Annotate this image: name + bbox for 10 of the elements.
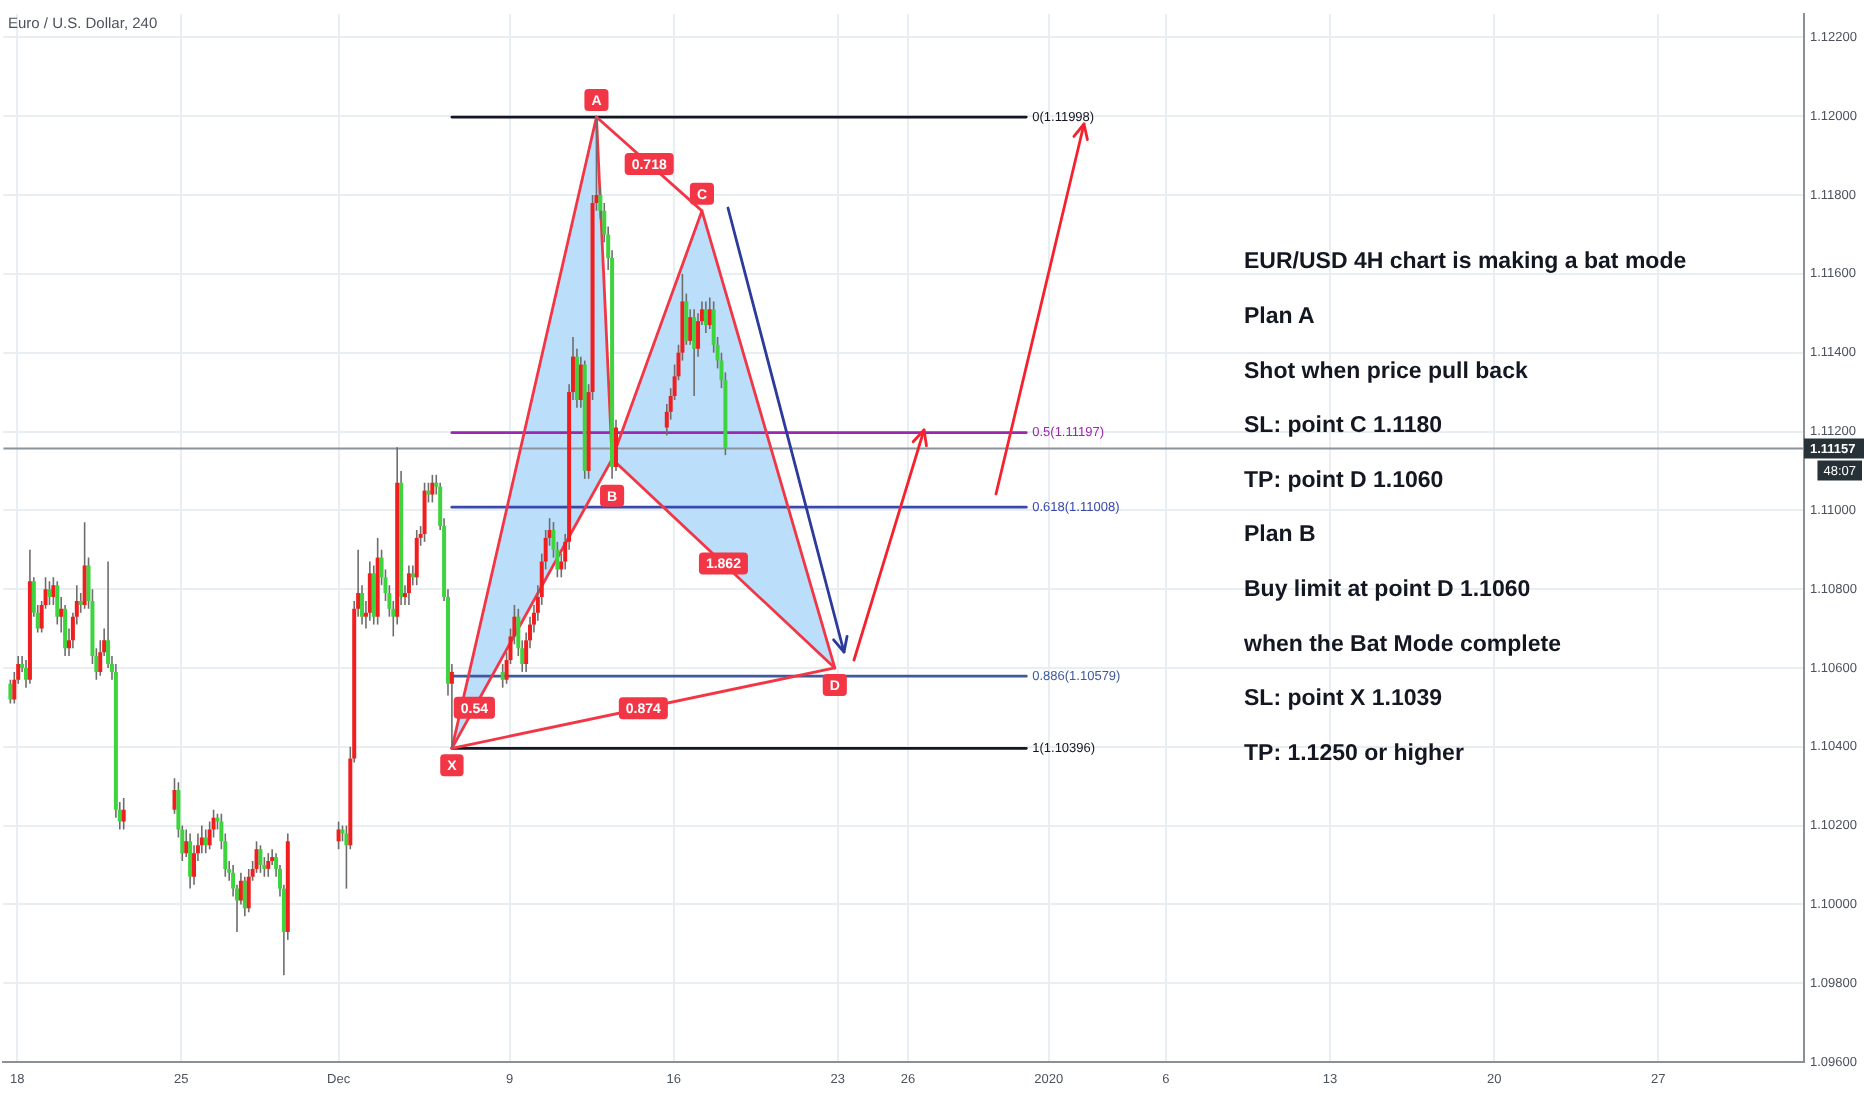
annotation: Plan B — [1244, 523, 1316, 548]
annotation: Plan A — [1244, 304, 1315, 329]
annotation: SL: point C 1.1180 — [1244, 414, 1443, 439]
annotation: Shot when price pull back — [1244, 359, 1529, 384]
annotation: Buy limit at point D 1.1060 — [1244, 577, 1531, 602]
annotation: when the Bat Mode complete — [1242, 632, 1561, 657]
annotation: TP: 1.1250 or higher — [1244, 741, 1465, 766]
annotation: SL: point X 1.1039 — [1244, 687, 1443, 712]
annotation: TP: point D 1.1060 — [1244, 468, 1444, 493]
annotation: EUR/USD 4H chart is making a bat mode — [1244, 250, 1687, 275]
